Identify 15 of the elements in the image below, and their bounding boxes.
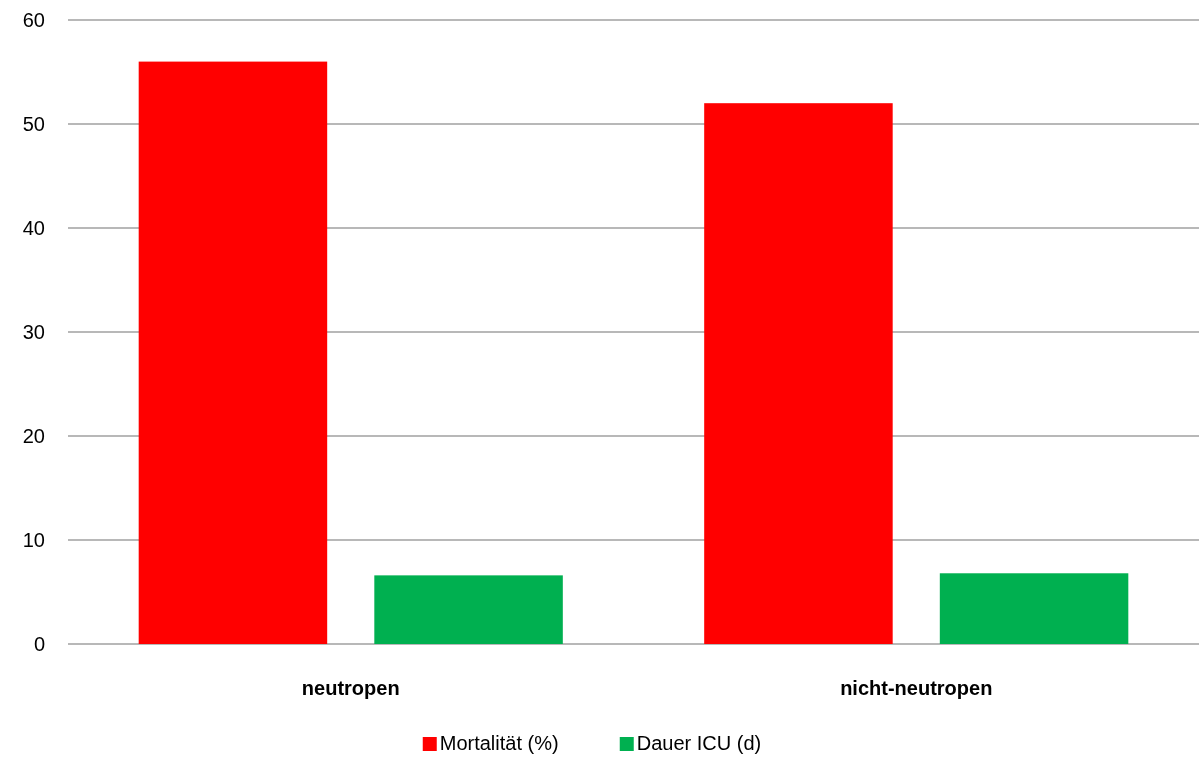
bar (374, 575, 563, 644)
y-tick-label: 50 (22, 113, 45, 135)
x-tick-label: nicht-neutropen (840, 677, 993, 699)
y-tick-label: 30 (22, 321, 45, 343)
bar (939, 573, 1129, 644)
y-tick-label: 0 (33, 633, 45, 655)
y-tick-label: 20 (22, 425, 45, 447)
legend-label: Mortalität (%) (439, 732, 559, 754)
y-tick-label: 10 (22, 529, 45, 551)
bar (138, 61, 328, 644)
y-tick-label: 40 (22, 217, 45, 239)
x-tick-label: neutropen (301, 677, 400, 699)
y-tick-label: 60 (22, 9, 45, 31)
bar (704, 103, 893, 644)
legend-label: Dauer ICU (d) (636, 732, 762, 754)
